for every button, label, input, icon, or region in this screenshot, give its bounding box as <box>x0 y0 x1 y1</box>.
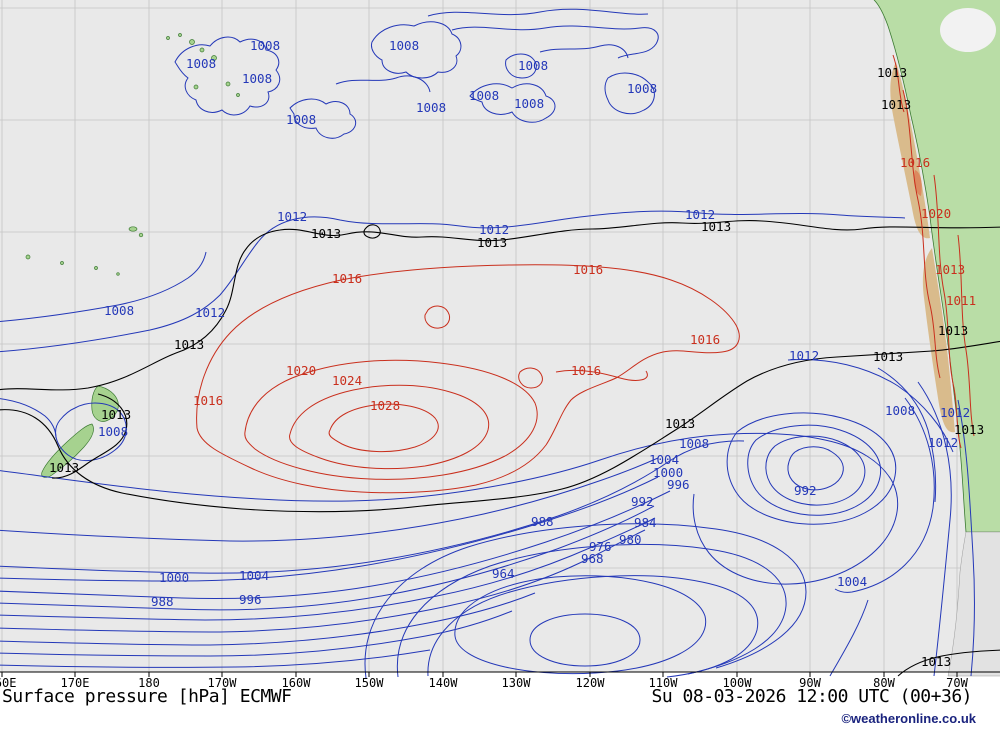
svg-text:996: 996 <box>667 477 690 492</box>
svg-text:1016: 1016 <box>900 155 930 170</box>
svg-text:1008: 1008 <box>286 112 316 127</box>
svg-text:100W: 100W <box>723 676 753 690</box>
svg-text:1012: 1012 <box>479 222 509 237</box>
svg-text:70W: 70W <box>946 676 968 690</box>
pacific-islands <box>25 33 240 276</box>
isobars-low-pressure <box>0 8 975 679</box>
svg-text:1008: 1008 <box>679 436 709 451</box>
svg-text:130W: 130W <box>502 676 532 690</box>
svg-text:1008: 1008 <box>469 88 499 103</box>
svg-text:992: 992 <box>631 494 654 509</box>
svg-text:1004: 1004 <box>837 574 867 589</box>
svg-text:988: 988 <box>531 514 554 529</box>
svg-text:1013: 1013 <box>954 422 984 437</box>
svg-text:988: 988 <box>151 594 174 609</box>
svg-text:1020: 1020 <box>921 206 951 221</box>
svg-text:1028: 1028 <box>370 398 400 413</box>
svg-text:996: 996 <box>239 592 262 607</box>
svg-text:1008: 1008 <box>389 38 419 53</box>
svg-text:1013: 1013 <box>311 226 341 241</box>
isobars-high-pressure <box>196 54 975 494</box>
svg-text:150W: 150W <box>355 676 385 690</box>
svg-text:1012: 1012 <box>685 207 715 222</box>
svg-text:1013: 1013 <box>877 65 907 80</box>
svg-text:1013: 1013 <box>873 349 903 364</box>
ocean-background <box>0 0 1000 672</box>
svg-text:968: 968 <box>581 551 604 566</box>
svg-text:1000: 1000 <box>653 465 683 480</box>
svg-text:1000: 1000 <box>159 570 189 585</box>
svg-text:1013: 1013 <box>881 97 911 112</box>
longitude-axis: 160E 170E 180 170W 160W 150W 140W 130W 120W 110W 1… <box>0 672 969 690</box>
svg-text:1008: 1008 <box>627 81 657 96</box>
svg-text:1008: 1008 <box>416 100 446 115</box>
svg-text:1012: 1012 <box>195 305 225 320</box>
svg-text:1013: 1013 <box>938 323 968 338</box>
svg-text:1024: 1024 <box>332 373 362 388</box>
svg-text:1013: 1013 <box>921 654 951 669</box>
svg-text:180: 180 <box>138 676 160 690</box>
svg-text:140W: 140W <box>429 676 459 690</box>
svg-text:1020: 1020 <box>286 363 316 378</box>
svg-text:1013: 1013 <box>174 337 204 352</box>
svg-text:170W: 170W <box>208 676 238 690</box>
coastline-south-america <box>873 0 1000 677</box>
svg-text:1004: 1004 <box>649 452 679 467</box>
svg-text:1011: 1011 <box>946 293 976 308</box>
svg-text:964: 964 <box>492 566 515 581</box>
svg-text:110W: 110W <box>649 676 679 690</box>
svg-text:1008: 1008 <box>98 424 128 439</box>
svg-text:1008: 1008 <box>518 58 548 73</box>
svg-text:1013: 1013 <box>935 262 965 277</box>
svg-text:1016: 1016 <box>193 393 223 408</box>
svg-text:1008: 1008 <box>250 38 280 53</box>
svg-text:1012: 1012 <box>940 405 970 420</box>
product-title: Surface pressure [hPa] ECMWF <box>2 686 292 707</box>
copyright-text: ©weatheronline.co.uk <box>841 711 976 726</box>
svg-text:1016: 1016 <box>332 271 362 286</box>
andes-snow-patch <box>940 8 996 52</box>
svg-text:1008: 1008 <box>885 403 915 418</box>
svg-text:1008: 1008 <box>242 71 272 86</box>
svg-text:160W: 160W <box>282 676 312 690</box>
svg-text:1008: 1008 <box>104 303 134 318</box>
svg-text:1012: 1012 <box>789 348 819 363</box>
valid-time: Su 08-03-2026 12:00 UTC (00+36) <box>651 686 973 707</box>
svg-text:160E: 160E <box>0 676 16 690</box>
svg-text:1012: 1012 <box>277 209 307 224</box>
graticule <box>0 0 1000 672</box>
andes-terrain-south <box>922 248 955 433</box>
svg-text:120W: 120W <box>576 676 606 690</box>
svg-text:1013: 1013 <box>701 219 731 234</box>
svg-text:1004: 1004 <box>239 568 269 583</box>
isobars-mid <box>0 220 1000 677</box>
svg-text:980: 980 <box>619 532 642 547</box>
svg-text:80W: 80W <box>873 676 895 690</box>
svg-text:1013: 1013 <box>665 416 695 431</box>
svg-text:992: 992 <box>794 483 817 498</box>
svg-text:170E: 170E <box>61 676 90 690</box>
nz-south-island <box>41 423 94 478</box>
svg-text:90W: 90W <box>799 676 821 690</box>
svg-text:1012: 1012 <box>928 435 958 450</box>
svg-text:976: 976 <box>589 539 612 554</box>
svg-text:1008: 1008 <box>514 96 544 111</box>
svg-text:1013: 1013 <box>101 407 131 422</box>
svg-text:1013: 1013 <box>49 460 79 475</box>
svg-text:1016: 1016 <box>573 262 603 277</box>
svg-text:1016: 1016 <box>690 332 720 347</box>
svg-text:1008: 1008 <box>186 56 216 71</box>
svg-text:1013: 1013 <box>477 235 507 250</box>
isobar-value-labels: 1008 1008 1008 1008 1008 1008 1008 1008 1008 1008… <box>49 38 984 669</box>
svg-text:984: 984 <box>634 515 657 530</box>
svg-text:1016: 1016 <box>571 363 601 378</box>
